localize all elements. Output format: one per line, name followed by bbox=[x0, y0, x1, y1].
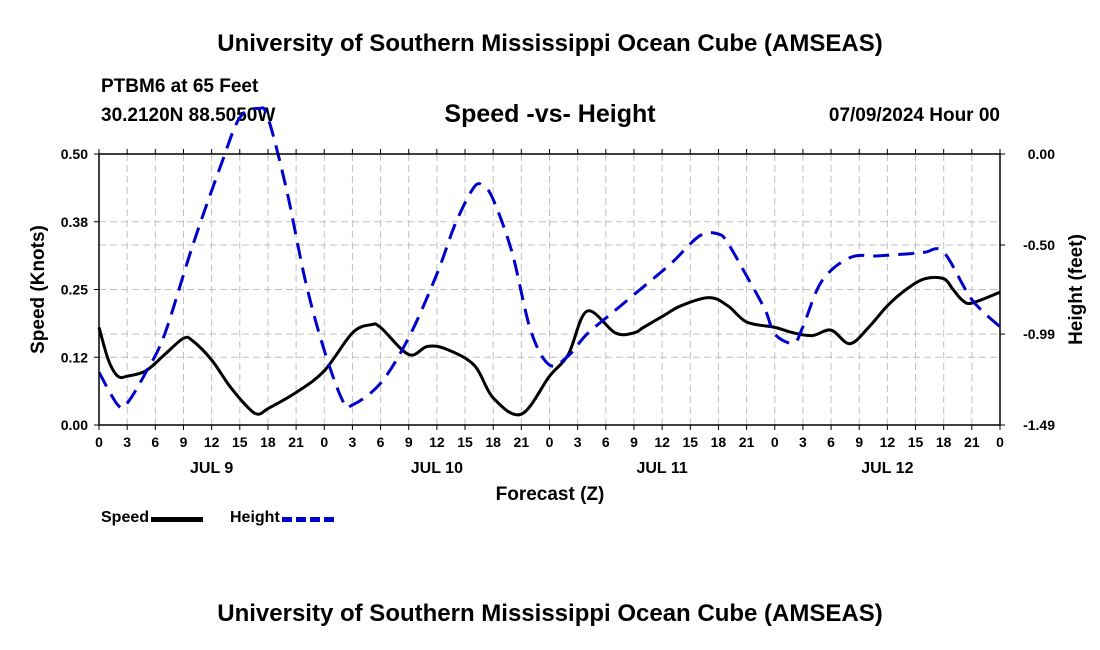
x-tick-label: 12 bbox=[429, 434, 445, 450]
x-tick-label: 6 bbox=[151, 434, 159, 450]
y-tick-label: 0.12 bbox=[61, 349, 88, 365]
x-tick-label: 12 bbox=[880, 434, 896, 450]
x-tick-label: 21 bbox=[288, 434, 304, 450]
day-label: JUL 12 bbox=[861, 460, 913, 477]
x-tick-label: 6 bbox=[602, 434, 610, 450]
x-tick-label: 18 bbox=[260, 434, 276, 450]
x-tick-label: 3 bbox=[799, 434, 807, 450]
y-tick-label: 0.00 bbox=[61, 417, 88, 433]
day-label: JUL 9 bbox=[190, 460, 233, 477]
y-tick-label: 0.50 bbox=[61, 146, 88, 162]
x-tick-label: 21 bbox=[964, 434, 980, 450]
y2-tick-label: -0.50 bbox=[1023, 237, 1055, 253]
legend-height-label: Height bbox=[230, 509, 280, 526]
x-tick-label: 0 bbox=[771, 434, 779, 450]
y-axis-title: Speed (Knots) bbox=[28, 225, 49, 354]
x-tick-label: 18 bbox=[485, 434, 501, 450]
x-tick-label: 15 bbox=[908, 434, 924, 450]
y-tick-label: 0.38 bbox=[61, 214, 88, 230]
forecast-datetime: 07/09/2024 Hour 00 bbox=[828, 105, 1000, 126]
x-tick-label: 6 bbox=[827, 434, 835, 450]
legend-speed: Speed bbox=[101, 509, 204, 527]
y2-tick-label: -1.49 bbox=[1023, 417, 1055, 433]
legend-height: Height bbox=[230, 509, 334, 527]
x-tick-label: 15 bbox=[682, 434, 698, 450]
x-tick-label: 15 bbox=[232, 434, 248, 450]
x-tick-label: 18 bbox=[711, 434, 727, 450]
chart-title: University of Southern Mississippi Ocean… bbox=[217, 30, 883, 57]
x-tick-label: 12 bbox=[654, 434, 670, 450]
y2-axis-title: Height (feet) bbox=[1066, 234, 1087, 345]
legend-height-swatch bbox=[281, 517, 334, 522]
x-tick-label: 9 bbox=[855, 434, 863, 450]
x-tick-label: 12 bbox=[204, 434, 220, 450]
x-tick-label: 0 bbox=[95, 434, 103, 450]
height-series-line bbox=[97, 106, 1002, 410]
x-tick-label: 3 bbox=[349, 434, 357, 450]
x-tick-label: 9 bbox=[405, 434, 413, 450]
y2-tick-label: -0.99 bbox=[1023, 326, 1055, 342]
x-tick-label: 18 bbox=[936, 434, 952, 450]
footer-title: University of Southern Mississippi Ocean… bbox=[217, 600, 883, 627]
x-tick-label: 21 bbox=[514, 434, 530, 450]
grid bbox=[99, 153, 1000, 425]
day-label: JUL 11 bbox=[636, 460, 687, 477]
y2-tick-label: 0.00 bbox=[1028, 146, 1055, 162]
legend-speed-label: Speed bbox=[101, 509, 150, 526]
x-tick-label: 15 bbox=[457, 434, 473, 450]
speed-series-line bbox=[97, 275, 1001, 417]
x-tick-label: 9 bbox=[180, 434, 188, 450]
series-layer bbox=[97, 106, 1002, 417]
x-tick-label: 3 bbox=[123, 434, 131, 450]
station-label: PTBM6 at 65 Feet bbox=[101, 76, 259, 97]
y-tick-label: 0.25 bbox=[61, 282, 88, 298]
x-tick-label: 0 bbox=[546, 434, 554, 450]
x-axis-title: Forecast (Z) bbox=[496, 484, 605, 505]
x-tick-label: 0 bbox=[320, 434, 328, 450]
axes: 0 3 6 9 12 15 18 21 0 3 6 9 12 15 18 21 0 3 6 9 12 15 18 21 0 3 6 9… bbox=[28, 146, 1087, 505]
chart-subtitle: Speed -vs- Height bbox=[444, 100, 656, 128]
x-tick-label: 9 bbox=[630, 434, 638, 450]
day-label: JUL 10 bbox=[411, 460, 463, 477]
x-tick-label: 0 bbox=[996, 434, 1004, 450]
station-coordinates: 30.2120N 88.5050W bbox=[101, 105, 276, 126]
x-tick-label: 21 bbox=[739, 434, 755, 450]
legend-speed-swatch bbox=[151, 517, 204, 522]
x-tick-label: 6 bbox=[377, 434, 385, 450]
x-tick-label: 3 bbox=[574, 434, 582, 450]
